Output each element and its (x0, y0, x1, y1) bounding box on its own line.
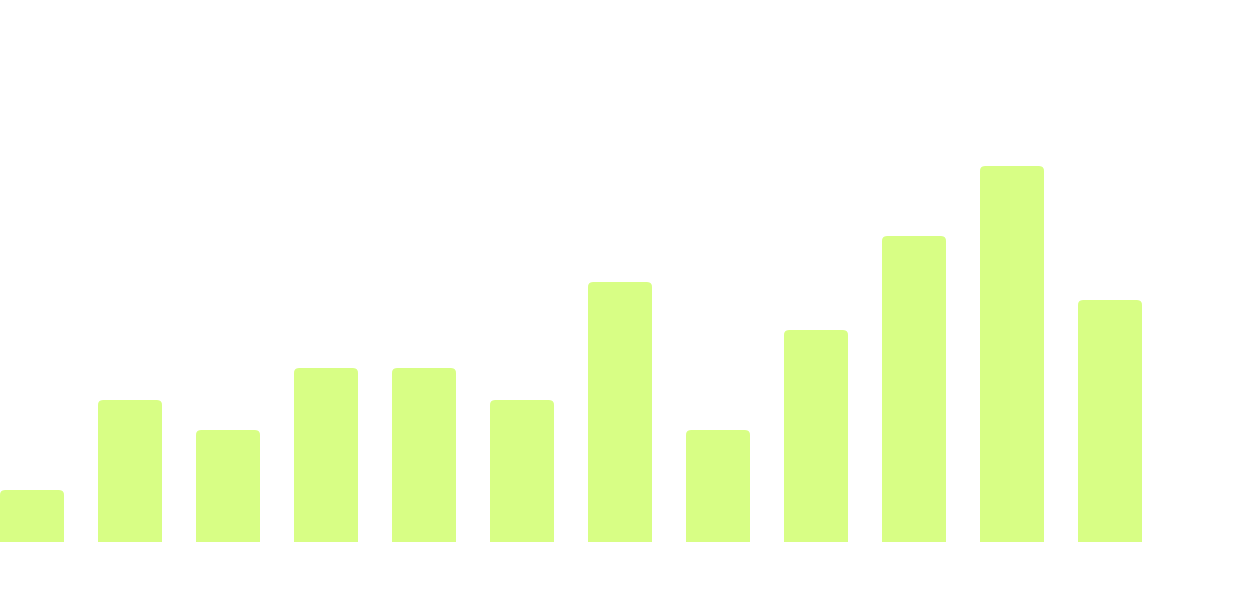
bar-6 (490, 400, 554, 542)
bar-1 (0, 490, 64, 542)
bars-group (0, 166, 1142, 542)
bar-8 (686, 430, 750, 542)
bar-12 (1078, 300, 1142, 542)
bar-5 (392, 368, 456, 542)
bar-7 (588, 282, 652, 542)
bar-10 (882, 236, 946, 542)
bar-11 (980, 166, 1044, 542)
bar-2 (98, 400, 162, 542)
bar-3 (196, 430, 260, 542)
bar-4 (294, 368, 358, 542)
bar-9 (784, 330, 848, 542)
